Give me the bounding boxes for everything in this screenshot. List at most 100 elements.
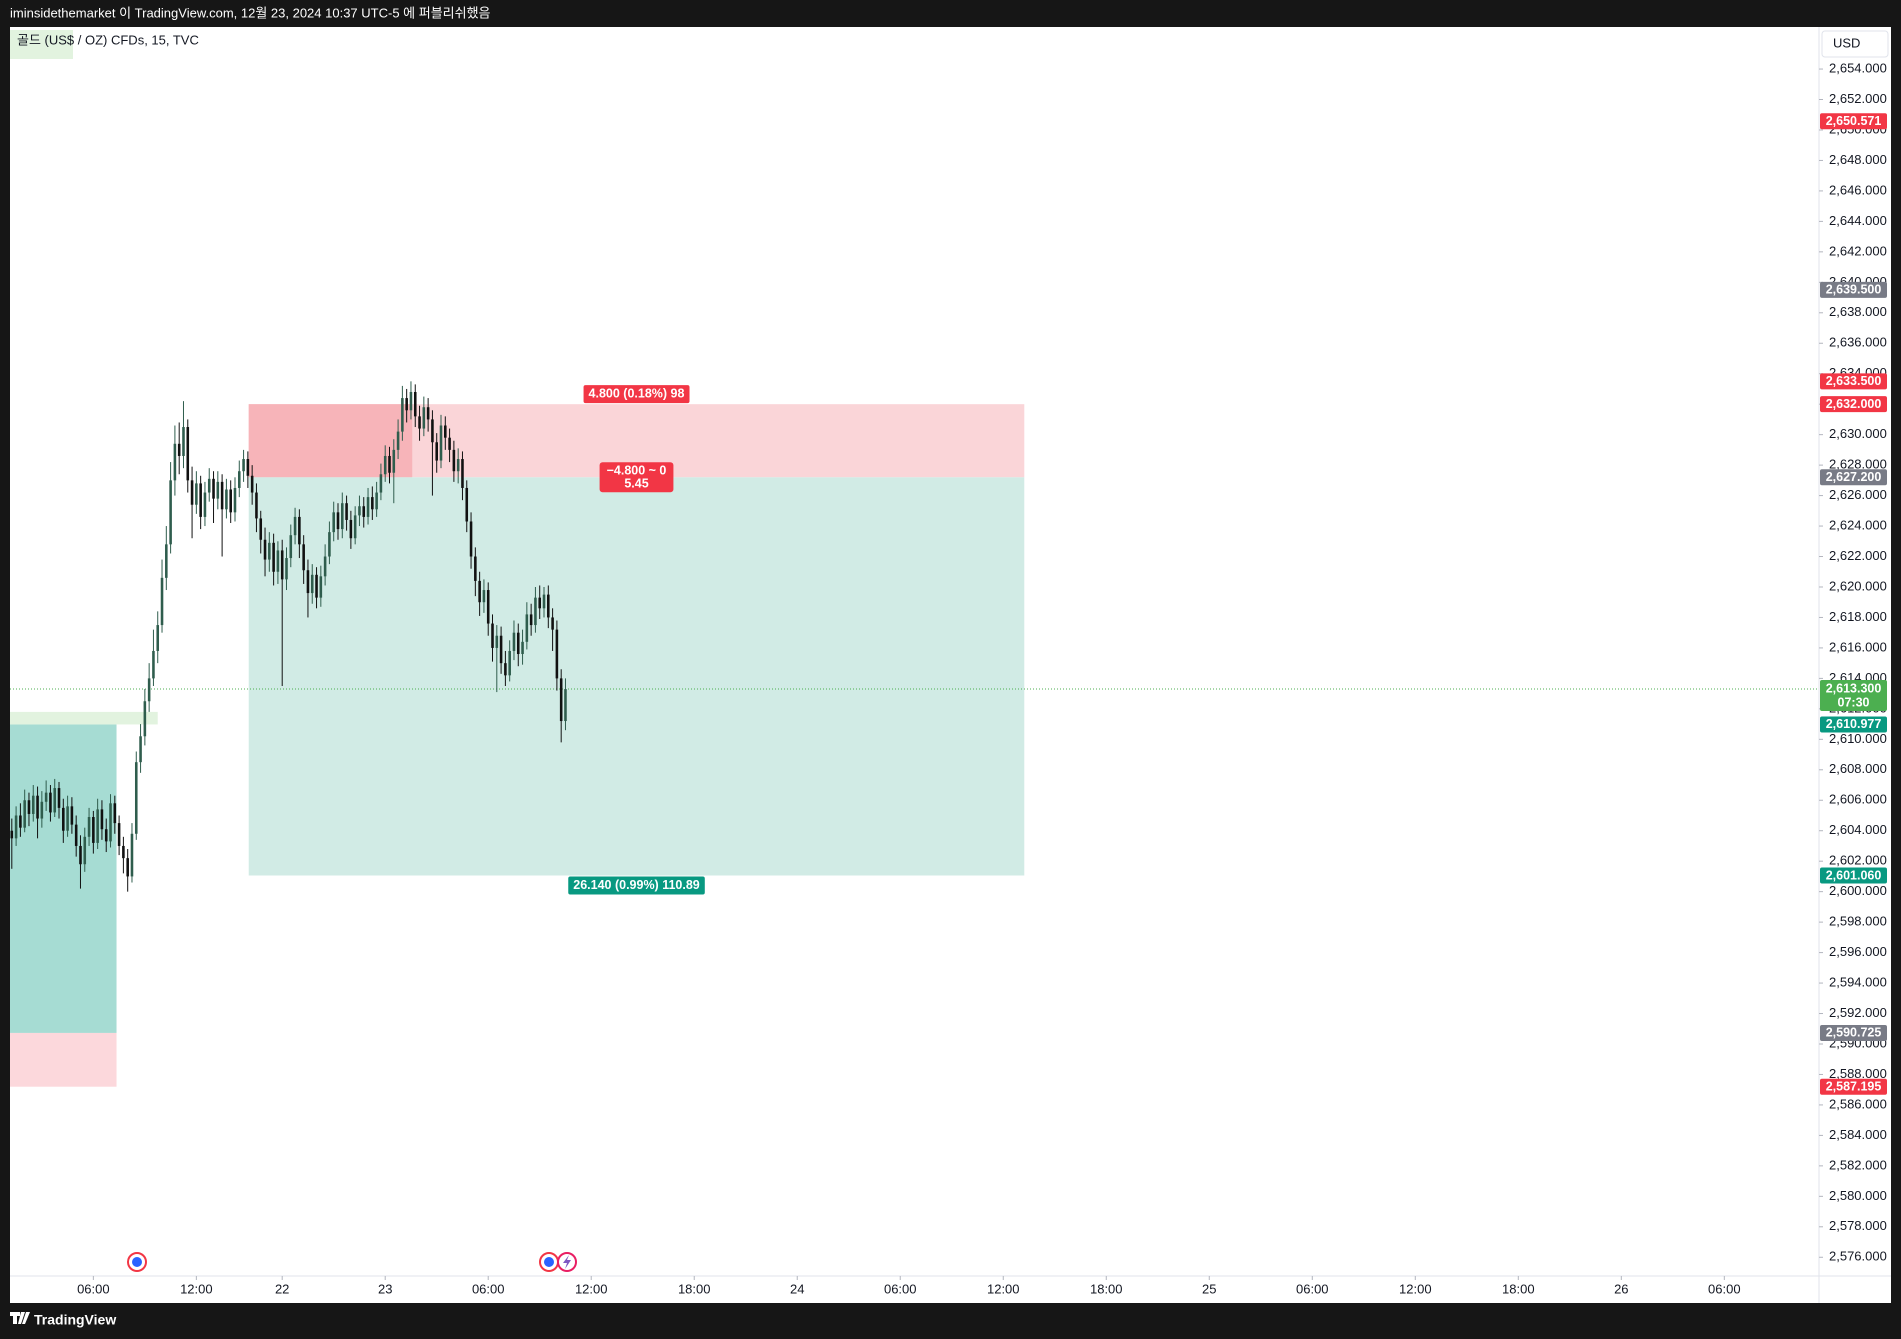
- candle-body: [74, 824, 78, 846]
- candle-body: [104, 829, 108, 842]
- x-tick-label: 18:00: [1502, 1281, 1535, 1296]
- y-tick-label: 2,628.000: [1829, 457, 1887, 472]
- y-tick-label: 2,610.000: [1829, 731, 1887, 746]
- candle-body: [375, 492, 378, 510]
- candle-body: [319, 576, 323, 598]
- price-badge: [1820, 396, 1887, 413]
- price-badge: [1820, 469, 1887, 486]
- candle-body: [156, 625, 160, 651]
- candle-body: [491, 623, 494, 648]
- x-tick-label: 18:00: [1090, 1281, 1123, 1296]
- candle-body: [143, 701, 147, 737]
- candle-body: [306, 570, 310, 594]
- y-tick-label: 2,642.000: [1829, 243, 1887, 258]
- candle-body: [456, 459, 460, 472]
- candle-body: [250, 475, 254, 493]
- candle-body: [152, 650, 155, 679]
- candle-body: [366, 497, 370, 517]
- candle-body: [147, 678, 151, 702]
- candle-body: [130, 833, 134, 877]
- lightning-icon: [563, 1255, 571, 1269]
- y-tick-label: 2,626.000: [1829, 487, 1887, 502]
- candle-body: [323, 556, 327, 577]
- candle-body: [564, 689, 567, 722]
- candle-body: [349, 519, 353, 539]
- candle-body: [431, 419, 434, 443]
- candle-body: [482, 590, 486, 603]
- candle-body: [57, 788, 61, 808]
- candle-body: [199, 483, 202, 517]
- x-tick-label: 12:00: [180, 1281, 213, 1296]
- y-tick-label: 2,588.000: [1829, 1066, 1887, 1081]
- symbol-highlight: [10, 30, 73, 59]
- candle-body: [504, 663, 507, 676]
- y-tick-label: 2,598.000: [1829, 914, 1887, 929]
- candle-body: [469, 521, 473, 557]
- candle-body: [182, 427, 185, 456]
- candle-body: [165, 544, 168, 578]
- candle-body: [409, 391, 413, 411]
- candle-body: [332, 512, 335, 533]
- candle-body: [109, 803, 112, 842]
- candle-body: [542, 594, 546, 609]
- candle-body: [289, 535, 293, 559]
- footer: TradingView: [10, 1312, 116, 1328]
- candle-body: [529, 614, 533, 626]
- candle-body: [276, 550, 280, 572]
- y-tick-label: 2,604.000: [1829, 822, 1887, 837]
- candle-body: [229, 489, 232, 513]
- candle-body: [23, 800, 26, 828]
- currency: USD: [1833, 35, 1860, 50]
- candle-body: [96, 809, 99, 843]
- plot: [10, 381, 1819, 1087]
- y-tick-label: 2,582.000: [1829, 1157, 1887, 1172]
- last-price-label: 2,613.300: [1826, 681, 1882, 695]
- candle-body: [186, 427, 190, 481]
- candle-body: [255, 492, 258, 519]
- candle-body: [439, 425, 443, 461]
- candle-body: [516, 632, 520, 655]
- x-tick-label: 26: [1614, 1281, 1628, 1296]
- candle-body: [263, 539, 267, 560]
- x-tick-label: 06:00: [884, 1281, 917, 1296]
- candle-body: [49, 792, 52, 813]
- candle-body: [452, 449, 456, 472]
- candle-body: [547, 594, 550, 618]
- price-badge: [1820, 113, 1887, 130]
- candle-body: [474, 556, 477, 581]
- price-badge-label: 2,601.060: [1826, 868, 1882, 882]
- y-tick-label: 2,618.000: [1829, 609, 1887, 624]
- candle-body: [173, 443, 177, 481]
- candle-body: [233, 487, 237, 513]
- candle-body: [499, 635, 503, 664]
- countdown: 07:30: [1838, 695, 1870, 709]
- candle-body: [268, 542, 271, 560]
- candle-body: [220, 481, 224, 510]
- candle-body: [371, 497, 374, 510]
- candle-body: [379, 474, 383, 493]
- candle-body: [134, 762, 138, 834]
- y-tick-label: 2,652.000: [1829, 91, 1887, 106]
- candle-body: [31, 795, 35, 814]
- candle-body: [285, 558, 288, 580]
- y-tick-label: 2,608.000: [1829, 761, 1887, 776]
- candle-body: [62, 807, 65, 831]
- zone-box: [10, 724, 117, 1033]
- price-badge: [1820, 1024, 1887, 1041]
- price-badge: [1820, 1078, 1887, 1095]
- x-tick-label: 06:00: [472, 1281, 505, 1296]
- x-tick-label: 24: [790, 1281, 804, 1296]
- candle-body: [36, 795, 39, 819]
- x-tick-label: 06:00: [1708, 1281, 1741, 1296]
- y-tick-label: 2,622.000: [1829, 548, 1887, 563]
- candle-body: [92, 817, 95, 843]
- candle-body: [259, 518, 263, 540]
- candle-body: [302, 544, 305, 571]
- candle-body: [190, 480, 194, 505]
- y-tick-label: 2,624.000: [1829, 517, 1887, 532]
- candle-body: [122, 845, 125, 859]
- candle-body: [448, 437, 451, 450]
- candle-body: [298, 516, 301, 545]
- y-tick-label: 2,596.000: [1829, 944, 1887, 959]
